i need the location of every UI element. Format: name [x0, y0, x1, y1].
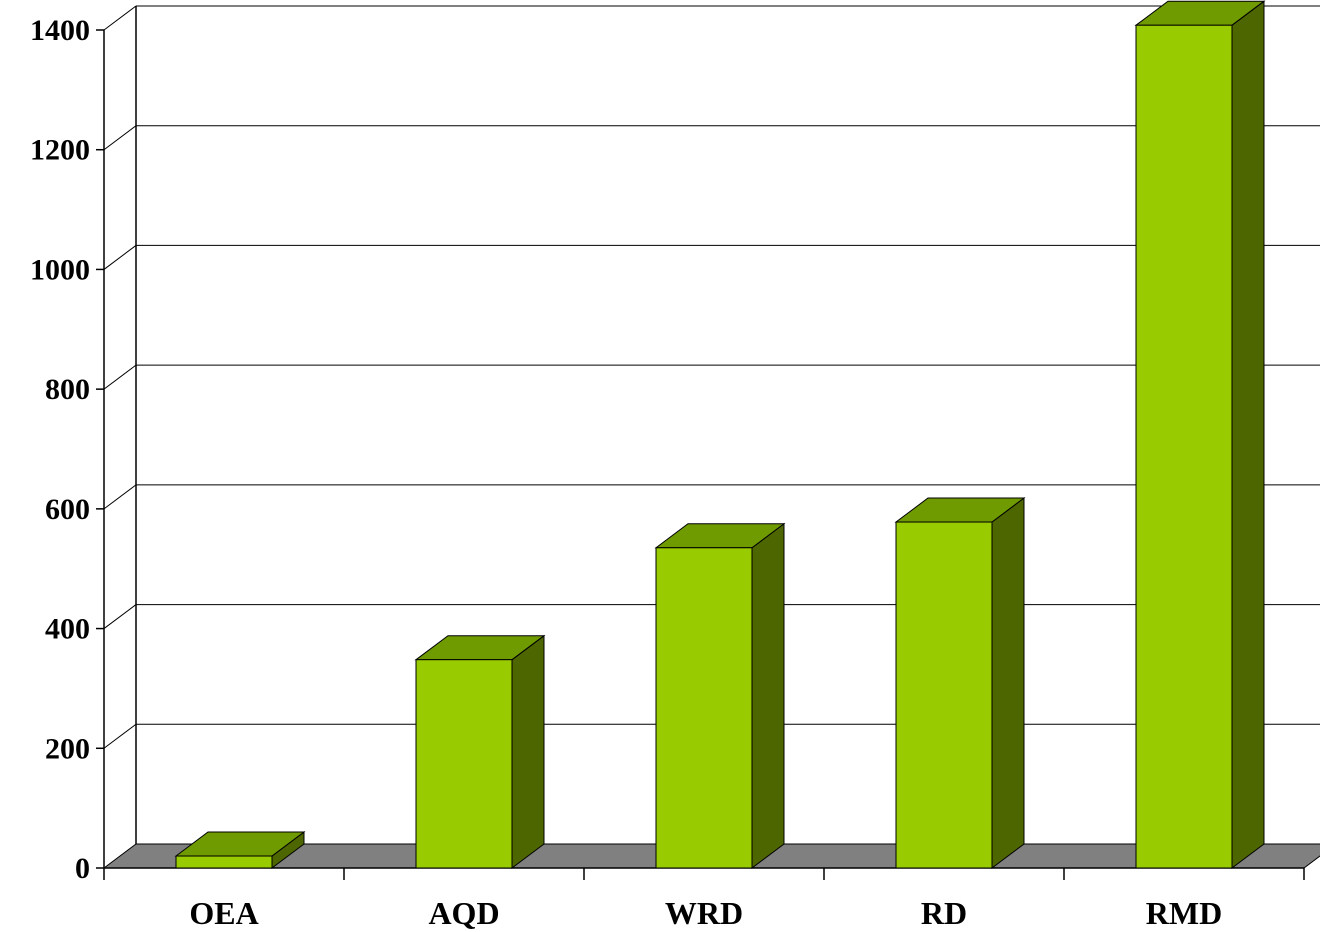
y-tick-label: 1400 [30, 14, 90, 47]
x-category-label: AQD [428, 895, 499, 931]
bar [415, 659, 513, 869]
x-category-label: OEA [189, 895, 258, 931]
chart-labels-layer: 0 200 400 600 800 1000 1200 1400 OEA AQD WRD RD RMD [30, 14, 1222, 931]
gridline-side [103, 5, 137, 31]
gridline-side [103, 125, 137, 151]
chart-bars-layer [174, 0, 1266, 869]
bar-side [751, 522, 785, 869]
bar-rd [894, 497, 1026, 869]
bar-rmd [1134, 0, 1266, 869]
gridline-side [103, 245, 137, 270]
y-tick-label: 400 [45, 613, 90, 646]
y-tick-label: 1000 [30, 253, 90, 286]
y-tick-label: 0 [75, 852, 90, 885]
gridline-side [103, 484, 137, 510]
gridline-side [103, 364, 137, 390]
gridline-side [103, 604, 137, 629]
bar [655, 547, 753, 869]
bar [895, 521, 993, 869]
bar-side [1231, 0, 1265, 869]
y-tick-label: 200 [45, 732, 90, 765]
x-category-label: RD [921, 895, 967, 931]
x-category-label: RMD [1146, 895, 1222, 931]
bar-side [511, 634, 545, 869]
y-tick-label: 1200 [30, 134, 90, 167]
bar-aqd [414, 634, 546, 869]
bar [1135, 24, 1233, 869]
bar-wrd [654, 522, 786, 869]
y-tick-label: 800 [45, 373, 90, 406]
y-tick-label: 600 [45, 493, 90, 526]
bar [175, 855, 273, 869]
x-category-label: WRD [665, 895, 743, 931]
bar-side [991, 497, 1025, 869]
gridline-side [103, 723, 137, 749]
bar-oea [174, 831, 306, 869]
